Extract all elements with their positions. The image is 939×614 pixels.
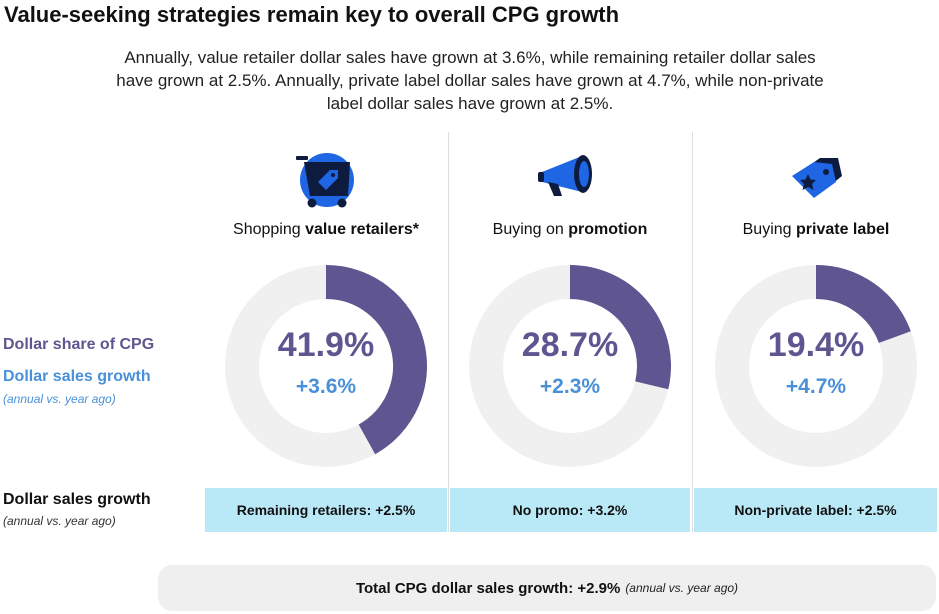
label-private-label: Buying private label: [742, 221, 890, 238]
total-growth-box: Total CPG dollar sales growth: +2.9% (an…: [158, 565, 936, 611]
total-growth-text: Total CPG dollar sales growth: +2.9%: [355, 579, 621, 597]
share-arc-private-label: [815, 265, 911, 344]
share-private-label: 19.4%: [767, 326, 865, 364]
donut-promotion: [469, 265, 671, 467]
comparison-no-promo: No promo: +3.2%: [450, 488, 690, 532]
chart-title: Value-seeking strategies remain key to o…: [4, 2, 620, 27]
donut-private-label: [715, 265, 917, 467]
share-promotion: 28.7%: [521, 326, 619, 364]
total-growth-note: (annual vs. year ago): [625, 581, 739, 595]
donut-value-retailers: [225, 265, 427, 467]
comparison-row-label: Dollar sales growth: [3, 491, 151, 508]
comparison-remaining-retailers: Remaining retailers: +2.5%: [205, 488, 447, 532]
chart-subtitle: Annually, value retailer dollar sales ha…: [116, 48, 824, 113]
shopping-cart-tag-icon: [296, 153, 354, 208]
growth-private-label: +4.7%: [785, 375, 847, 398]
legend-dollar-sales-growth: Dollar sales growth: [3, 368, 151, 385]
price-tag-star-icon: [792, 158, 842, 198]
legend-dollar-share: Dollar share of CPG: [3, 336, 155, 353]
comparison-row-note: (annual vs. year ago): [3, 514, 116, 528]
label-value-retailers: Shopping value retailers*: [233, 221, 419, 238]
column-divider-1: [448, 132, 449, 532]
share-arc-promotion: [569, 265, 671, 390]
growth-value-retailers: +3.6%: [295, 375, 357, 398]
share-value-retailers: 41.9%: [277, 326, 375, 364]
label-promotion: Buying on promotion: [492, 221, 648, 238]
megaphone-icon: [538, 155, 592, 196]
share-arc-value-retailers: [325, 265, 427, 455]
comparison-non-private-label: Non-private label: +2.5%: [694, 488, 937, 532]
legend-growth-note: (annual vs. year ago): [3, 392, 116, 406]
column-divider-2: [692, 132, 693, 532]
growth-promotion: +2.3%: [539, 375, 601, 398]
